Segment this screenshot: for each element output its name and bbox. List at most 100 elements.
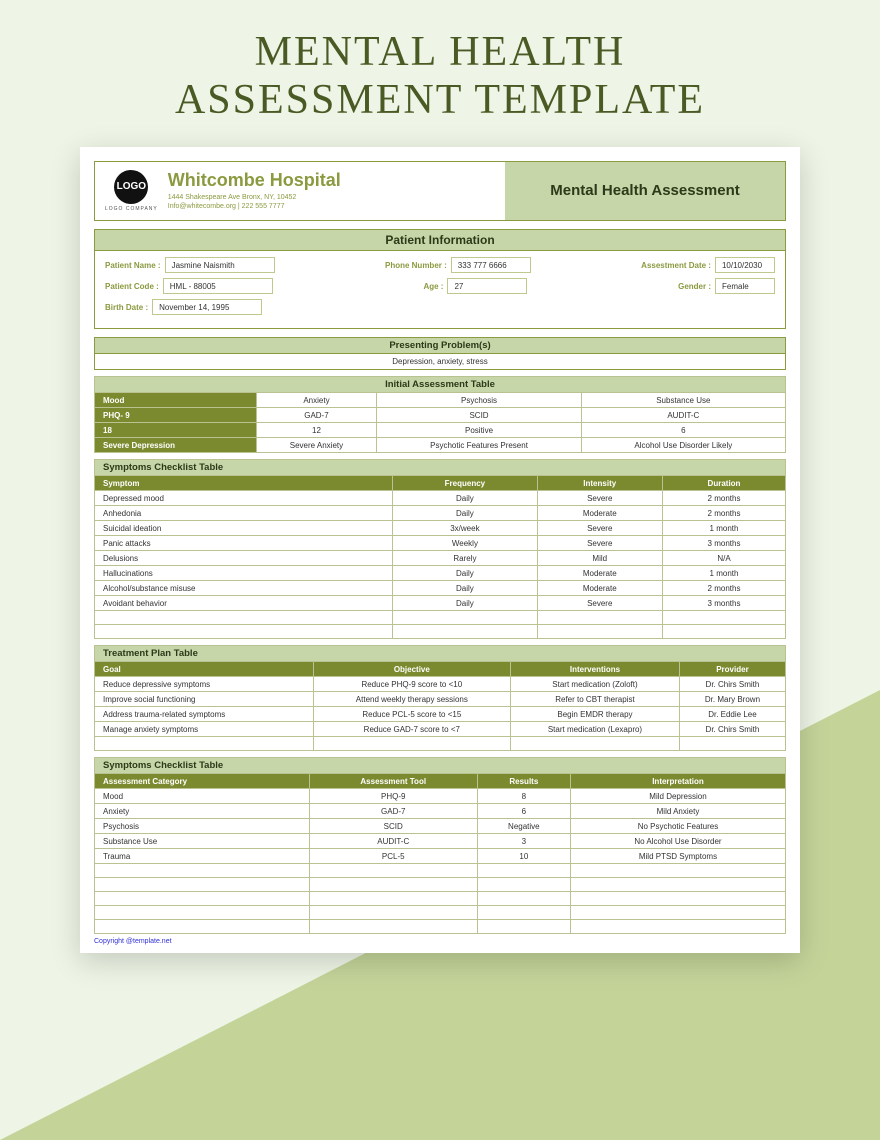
value-code: HML - 88005	[163, 278, 273, 294]
followup-table: Symptoms Checklist Table Assessment Cate…	[94, 757, 786, 934]
table-header-cell: Intensity	[537, 476, 662, 491]
table-cell	[537, 611, 662, 625]
table-cell: Reduce PHQ-9 score to <10	[313, 677, 510, 692]
table-header-cell: Goal	[95, 662, 314, 677]
table-cell: Suicidal ideation	[95, 521, 393, 536]
table-cell: Address trauma-related symptoms	[95, 707, 314, 722]
label-phone: Phone Number :	[385, 261, 447, 270]
table-cell: Panic attacks	[95, 536, 393, 551]
table-cell	[570, 864, 785, 878]
table-cell	[570, 878, 785, 892]
table-cell: Moderate	[537, 581, 662, 596]
table-cell: Delusions	[95, 551, 393, 566]
table-cell	[537, 625, 662, 639]
followup-title: Symptoms Checklist Table	[95, 758, 786, 774]
table-cell	[477, 892, 570, 906]
table-cell: Start medication (Lexapro)	[511, 722, 680, 737]
page-title: MENTAL HEALTH ASSESSMENT TEMPLATE	[0, 0, 880, 147]
table-header-cell: Provider	[679, 662, 785, 677]
table-header-cell: Frequency	[393, 476, 537, 491]
table-cell: Anxiety	[95, 804, 310, 819]
table-cell: Anhedonia	[95, 506, 393, 521]
table-cell	[570, 920, 785, 934]
table-cell: Dr. Eddie Lee	[679, 707, 785, 722]
table-cell	[679, 737, 785, 751]
table-header-cell: Duration	[662, 476, 785, 491]
table-cell: Severe	[537, 536, 662, 551]
table-cell: Mild Depression	[570, 789, 785, 804]
table-cell: Begin EMDR therapy	[511, 707, 680, 722]
table-cell: 3 months	[662, 596, 785, 611]
table-cell: Substance Use	[95, 834, 310, 849]
table-cell: Daily	[393, 491, 537, 506]
table-cell: Rarely	[393, 551, 537, 566]
hospital-contact: Info@whitecombe.org | 222 555 7777	[168, 202, 341, 212]
table-cell: 3	[477, 834, 570, 849]
patient-info-title: Patient Information	[94, 229, 786, 251]
table-cell: Refer to CBT therapist	[511, 692, 680, 707]
table-cell: Reduce GAD-7 score to <7	[313, 722, 510, 737]
initial-title: Initial Assessment Table	[95, 377, 786, 393]
presenting-title: Presenting Problem(s)	[95, 338, 785, 354]
title-line-1: MENTAL HEALTH	[255, 29, 626, 75]
table-cell: Severe	[537, 596, 662, 611]
label-date: Assestment Date :	[641, 261, 711, 270]
label-gender: Gender :	[678, 282, 711, 291]
label-age: Age :	[423, 282, 443, 291]
table-cell: 18	[95, 423, 257, 438]
table-cell: Daily	[393, 506, 537, 521]
table-cell: Moderate	[537, 566, 662, 581]
table-cell: Severe Depression	[95, 438, 257, 453]
title-line-2: ASSESSMENT TEMPLATE	[175, 77, 705, 123]
table-cell: SCID	[309, 819, 477, 834]
table-cell: Daily	[393, 566, 537, 581]
table-cell	[95, 864, 310, 878]
table-cell: Positive	[377, 423, 581, 438]
table-header-cell: Interventions	[511, 662, 680, 677]
table-cell: Substance Use	[581, 393, 785, 408]
table-header-cell: Assessment Category	[95, 774, 310, 789]
table-cell: 10	[477, 849, 570, 864]
table-cell: PCL-5	[309, 849, 477, 864]
table-header-cell: Results	[477, 774, 570, 789]
table-cell: PHQ-9	[309, 789, 477, 804]
table-header-cell: Assessment Tool	[309, 774, 477, 789]
table-cell: 3x/week	[393, 521, 537, 536]
hospital-address: 1444 Shakespeare Ave Bronx, NY, 10452	[168, 193, 341, 203]
table-cell: No Alcohol Use Disorder	[570, 834, 785, 849]
table-cell: Dr. Mary Brown	[679, 692, 785, 707]
table-cell: Avoidant behavior	[95, 596, 393, 611]
table-cell	[95, 625, 393, 639]
table-cell: Severe	[537, 521, 662, 536]
value-gender: Female	[715, 278, 775, 294]
logo-icon: LOGO	[114, 170, 148, 204]
table-cell	[477, 906, 570, 920]
table-cell: Dr. Chirs Smith	[679, 677, 785, 692]
logo-subtext: LOGO COMPANY	[105, 206, 158, 212]
table-cell: 6	[477, 804, 570, 819]
table-cell: Mood	[95, 789, 310, 804]
label-name: Patient Name :	[105, 261, 161, 270]
table-cell: 6	[581, 423, 785, 438]
table-cell: Attend weekly therapy sessions	[313, 692, 510, 707]
table-cell	[477, 878, 570, 892]
header-left: LOGO LOGO COMPANY Whitcombe Hospital 144…	[95, 162, 505, 221]
table-cell	[393, 611, 537, 625]
value-date: 10/10/2030	[715, 257, 775, 273]
table-cell: Dr. Chirs Smith	[679, 722, 785, 737]
copyright: Copyright @template.net	[94, 938, 786, 945]
table-cell	[570, 892, 785, 906]
table-cell: 2 months	[662, 491, 785, 506]
table-cell	[662, 625, 785, 639]
table-cell	[662, 611, 785, 625]
presenting-block: Presenting Problem(s) Depression, anxiet…	[94, 337, 786, 370]
table-cell	[309, 878, 477, 892]
value-phone: 333 777 6666	[451, 257, 531, 273]
patient-info-box: Patient Name :Jasmine Naismith Phone Num…	[94, 251, 786, 329]
table-cell: No Psychotic Features	[570, 819, 785, 834]
table-cell: SCID	[377, 408, 581, 423]
table-cell: Start medication (Zoloft)	[511, 677, 680, 692]
table-cell: Severe	[537, 491, 662, 506]
table-cell: Reduce depressive symptoms	[95, 677, 314, 692]
label-code: Patient Code :	[105, 282, 159, 291]
